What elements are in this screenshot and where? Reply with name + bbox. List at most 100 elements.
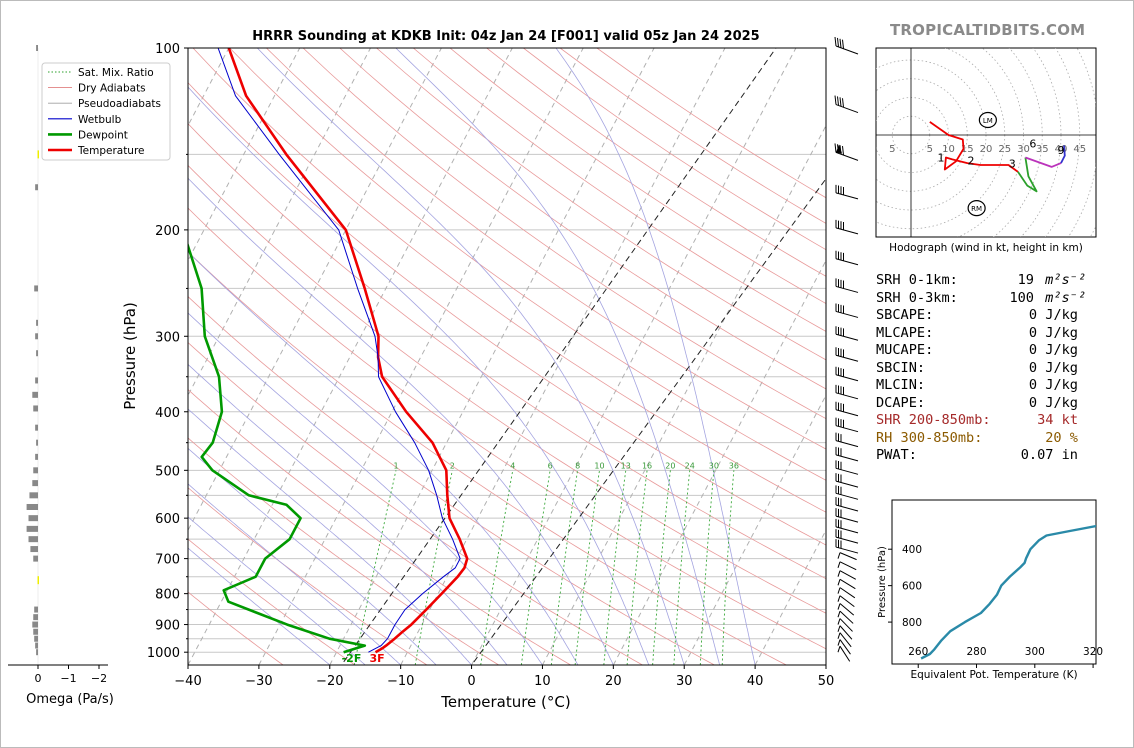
hodograph-trace [1025,156,1062,168]
dry-adiabat-line [413,48,826,332]
dry-adiabat-line [188,164,826,614]
parameter-value: 0 J/kg [1028,377,1078,393]
mixing-ratio-line [520,470,551,665]
hodograph-frame [875,47,1097,238]
x-tick-label: 0 [467,674,475,689]
storm-motion-label: LM [983,117,993,125]
omega-bar [35,377,38,384]
omega-bar [36,649,38,656]
wind-barb [834,36,859,55]
theta-e-x-label: 320 [1083,646,1103,658]
y-tick-label: 600 [155,512,180,527]
omega-bar [36,45,38,51]
series-wetbulb-line [217,48,461,653]
dry-adiabat-line [266,48,826,450]
parameter-label: SBCAPE: [876,307,934,323]
mixing-ratio-label: 16 [642,461,652,470]
y-tick-label: 500 [155,464,180,479]
wind-barb [835,184,859,200]
wind-barb [835,518,859,534]
wind-barb [835,384,859,400]
wind-barb [835,529,859,544]
parameter-label: MLCIN: [876,377,926,393]
hodograph-ring-label: 30 [1017,144,1030,155]
wind-barb [837,625,853,640]
theta-e-x-label: 260 [908,646,928,658]
mixing-ratio-label: 13 [621,461,631,470]
moist-adiabat-line [188,251,579,665]
parameter-value: 20 % [1045,429,1078,446]
parameter-value: 0 J/kg [1028,324,1078,341]
legend-label: Pseudoadiabats [78,98,161,110]
hodograph-ring-label: 45 [1073,144,1086,155]
wind-barb [837,603,855,616]
wind-barb [835,219,859,235]
chart-legend: Sat. Mix. Ratio Dry Adiabats Pseudoadiabat… [41,62,171,161]
wind-barb [835,401,859,417]
moist-adiabat-line [395,48,721,665]
dry-adiabat-line [188,437,499,665]
parcel-path-line [471,177,826,665]
dry-adiabat-line [188,388,571,665]
theta-e-x-label: 280 [966,646,986,658]
omega-bar [34,606,38,613]
omega-bar [26,503,38,510]
dry-adiabat-line [302,48,826,420]
theta-e-x-label: 300 [1025,646,1045,658]
wind-barb [835,250,859,266]
parameter-row: SRH 0-3km: m²s⁻² 100 [876,290,1096,308]
mixing-ratio-label: 20 [665,461,675,470]
dry-adiabat-line [188,591,284,665]
parameter-row: MLCAPE: 0 J/kg [876,325,1096,343]
sounding-parameters: SRH 0-1km: m²s⁻² 19 SRH 0-3km: m²s⁻² 100 SBCAP… [876,272,1096,465]
mixing-ratio-line [574,470,600,665]
parameter-label: RH 300-850mb: [876,429,983,446]
omega-tick-label: −1 [60,672,76,685]
hodograph-caption: Hodograph (wind in kt, height in km) [889,242,1083,254]
isotherm-line [188,48,442,532]
theta-e-y-label: 400 [902,544,922,556]
mixing-ratio-line [721,470,735,665]
theta-e-y-label: 600 [902,581,922,593]
omega-axis-title: Omega (Pa/s) [26,692,114,707]
hodograph-height-label: 9 [1058,144,1065,157]
wind-barb [835,539,859,554]
parameter-value: 0.07 in [1020,447,1078,463]
legend-label: Temperature [77,145,145,157]
omega-tick-label: −2 [91,672,107,685]
wind-barb [834,95,859,114]
mixing-ratio-line [673,470,691,665]
wind-barb [835,432,859,448]
y-tick-label: 100 [155,42,180,57]
mixing-ratio-label: 1 [393,461,398,470]
moist-adiabat-line [188,447,437,665]
omega-tick-label: 0 [35,672,42,685]
omega-bar [35,453,38,460]
dry-adiabat-line [188,123,826,580]
wind-barb [835,366,859,382]
hodograph-ring-label: 25 [998,144,1011,155]
wind-barb [835,496,859,512]
hodograph-ring-label: 20 [980,144,993,155]
parameter-label: DCAPE: [876,394,926,411]
omega-bar [35,424,38,431]
moist-adiabat-line [188,177,614,665]
mixing-ratio-label: 4 [510,461,515,470]
wind-barb [835,303,859,318]
parameter-row: SBCAPE: 0 J/kg [876,307,1096,325]
y-tick-label: 700 [155,553,180,568]
mixing-ratio-label: 8 [575,461,580,470]
chart-title: HRRR Sounding at KDKB Init: 04z Jan 24 [… [252,29,759,44]
wind-barb [835,485,859,500]
wind-barb [837,570,857,580]
wind-barb [835,508,859,523]
omega-bar [28,515,38,522]
parameter-value: 19 [1017,272,1034,288]
legend-label: Wetbulb [78,114,122,126]
omega-bar [34,635,38,642]
omega-bar [35,184,38,191]
omega-bar [37,576,39,585]
mixing-ratio-label: 2 [450,461,455,470]
hodograph-height-label: 1 [938,151,945,164]
